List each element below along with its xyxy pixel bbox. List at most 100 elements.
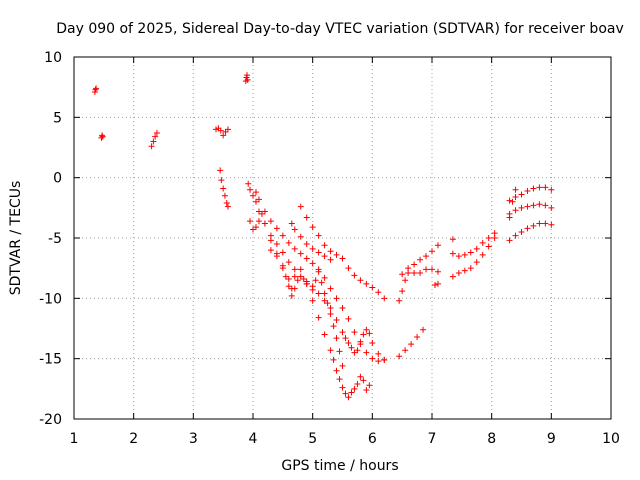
series-late-rise-d: [506, 186, 519, 217]
data-point: [221, 192, 228, 199]
data-point: [291, 273, 298, 280]
tick-labels: 1 2 3 4 5 6 7 8 9 10 -20 -15 -10 -5 0 5 10: [39, 50, 620, 447]
data-point: [363, 326, 370, 333]
data-point: [285, 259, 292, 266]
data-point: [315, 314, 322, 321]
data-point: [303, 280, 310, 287]
data-point: [351, 272, 358, 279]
data-point: [327, 248, 334, 255]
data-point: [224, 126, 231, 133]
data-point: [423, 253, 430, 260]
data-point: [423, 266, 430, 273]
data-point: [279, 265, 286, 272]
data-point: [351, 385, 358, 392]
series-ridge-inner: [288, 220, 334, 263]
data-point: [491, 235, 498, 241]
data-point: [512, 186, 519, 193]
data-point: [506, 197, 513, 204]
data-point: [473, 245, 480, 252]
data-point: [536, 220, 543, 227]
data-point: [420, 326, 427, 333]
data-point: [315, 268, 322, 275]
data-point: [99, 132, 106, 139]
y-tick-label: 5: [53, 110, 62, 126]
x-tick-label: 5: [308, 431, 317, 447]
data-point: [357, 277, 364, 284]
x-tick-label: 10: [602, 431, 620, 447]
series-late-b: [399, 242, 441, 278]
data-point: [321, 290, 328, 297]
data-point: [455, 269, 462, 276]
data-point: [506, 210, 513, 217]
series-arc-b: [247, 210, 373, 401]
data-point: [315, 232, 322, 239]
y-tick-label: -5: [48, 231, 62, 247]
data-point: [303, 214, 310, 221]
data-point: [288, 220, 295, 227]
data-point: [357, 373, 364, 380]
data-point: [485, 243, 492, 250]
x-tick-label: 2: [129, 431, 138, 447]
data-point: [479, 239, 486, 246]
data-point: [402, 277, 409, 284]
data-point: [449, 273, 456, 280]
data-point: [342, 390, 349, 397]
data-point: [93, 85, 100, 92]
data-point: [414, 333, 421, 340]
data-point: [479, 251, 486, 258]
data-point: [357, 341, 364, 348]
data-point: [429, 266, 435, 273]
data-point: [345, 265, 352, 272]
y-tick-label: 10: [44, 50, 62, 66]
data-point: [408, 341, 415, 348]
x-tick-label: 1: [70, 431, 79, 447]
x-tick-label: 4: [249, 431, 258, 447]
series-late-a: [396, 266, 441, 304]
series-early: [91, 85, 160, 150]
data-point: [375, 358, 382, 365]
data-point: [345, 339, 352, 346]
series-spike-3.9: [242, 72, 251, 85]
data-point: [223, 200, 230, 207]
data-point: [366, 382, 373, 389]
data-point: [473, 259, 480, 266]
data-point: [530, 185, 537, 192]
data-point: [315, 249, 322, 256]
data-point: [431, 282, 438, 289]
data-point: [327, 304, 334, 311]
data-point: [548, 221, 555, 228]
data-point: [339, 304, 346, 311]
axis-ticks: [73, 56, 612, 420]
data-point: [220, 185, 227, 192]
series-mid-rise-a: [449, 230, 498, 260]
data-point: [524, 225, 531, 232]
data-point: [309, 297, 316, 304]
data-point: [518, 228, 525, 235]
data-point: [218, 177, 225, 184]
data-point: [327, 285, 334, 292]
series-late-d: [431, 236, 456, 289]
data-point: [297, 250, 304, 257]
series-arc-d: [267, 247, 301, 299]
data-point: [467, 265, 474, 272]
data-point: [217, 167, 224, 174]
series-late-rise-c: [506, 220, 555, 244]
x-tick-label: 7: [428, 431, 437, 447]
x-tick-label: 6: [368, 431, 377, 447]
data-point: [333, 295, 340, 302]
data-point: [360, 331, 367, 338]
data-point: [297, 203, 304, 210]
data-point: [282, 273, 289, 280]
data-point: [150, 138, 157, 145]
data-point: [524, 203, 531, 210]
data-point: [261, 220, 268, 227]
data-point: [318, 279, 325, 286]
series-late-rise-a: [506, 184, 555, 204]
data-point: [267, 237, 274, 244]
data-point: [509, 198, 516, 205]
x-axis-label: GPS time / hours: [281, 458, 398, 474]
data-point: [512, 232, 519, 239]
data-point: [285, 239, 292, 246]
data-point: [321, 274, 328, 281]
data-point: [309, 245, 316, 252]
